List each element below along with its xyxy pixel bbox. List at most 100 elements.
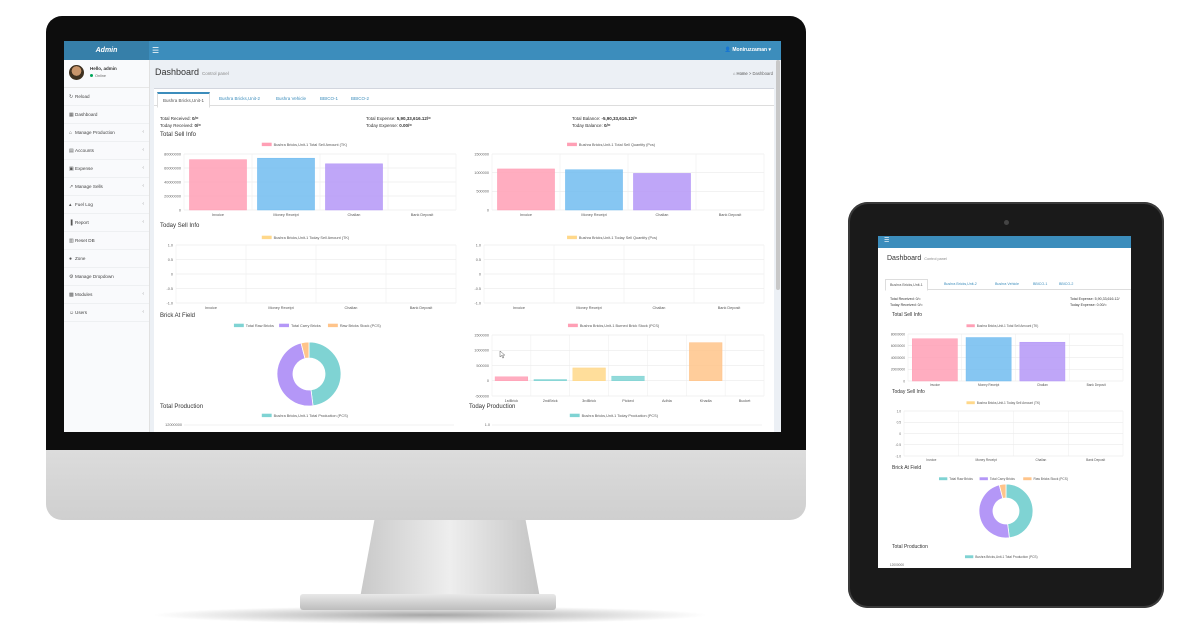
- chevron-left-icon: ‹: [142, 309, 144, 315]
- legend-swatch: [327, 323, 338, 328]
- x-tick-label: Invoice: [205, 306, 217, 310]
- tab-bbico-1[interactable]: BBICO-1: [320, 96, 339, 101]
- section-today-sell: Today Sell Info: [160, 223, 200, 229]
- gear-icon: ⚙: [69, 274, 74, 280]
- x-tick-label: Bank Deposit: [719, 213, 743, 217]
- y-tick-label: 1500000: [474, 333, 489, 337]
- tablet-stat-received: Total Received: 0/= Today Received: 0/=: [890, 297, 923, 307]
- x-tick-label: Bank Deposit: [718, 306, 742, 310]
- y-tick-label: 20000000: [164, 194, 181, 198]
- x-tick-label: Invoice: [520, 213, 532, 217]
- x-tick-label: 2ndBrick: [543, 399, 558, 403]
- money-icon: ▣: [69, 166, 74, 172]
- sidebar-item-label: Modules: [75, 292, 93, 297]
- y-tick-label: -0.5: [474, 287, 481, 291]
- section-total-production: Total Production: [160, 404, 204, 410]
- y-tick-label: 500000: [476, 190, 489, 194]
- y-tick-label: 60000000: [164, 166, 181, 170]
- sidebar-item-manage-production[interactable]: ⌂ Manage Production ‹: [64, 124, 149, 142]
- bar: [257, 157, 315, 211]
- sidebar-item-manage-dropdown[interactable]: ⚙ Manage Dropdown: [64, 268, 149, 286]
- sidebar-toggle-icon[interactable]: ☰: [152, 46, 160, 55]
- legend-swatch: [261, 235, 272, 240]
- y-tick-label: 1500000: [474, 152, 489, 156]
- tablet-tab-unit-2[interactable]: Bushra Bricks,Unit-2: [944, 282, 977, 286]
- sidebar-item-label: Expense: [75, 166, 93, 171]
- database-icon: ▥: [69, 238, 74, 244]
- tablet-tab-bbico-1[interactable]: BBICO-1: [1033, 282, 1048, 286]
- sidebar-item-dashboard[interactable]: ▦Dashboard: [64, 106, 149, 124]
- x-tick-label: Invoice: [926, 458, 936, 462]
- tablet-camera: [1004, 220, 1009, 225]
- x-tick-label: 1stBrick: [505, 399, 519, 403]
- tab-unit-1[interactable]: Bushra Bricks,Unit-1: [157, 92, 211, 108]
- stat-balance: Total Balance: -5,90,33,616.12/= Today B…: [572, 116, 637, 128]
- legend-swatch: [261, 142, 272, 147]
- sidebar-item-fuel-log[interactable]: ▴ Fuel Log ‹: [64, 196, 149, 214]
- legend-label: Bushra Bricks,Unit-1 Total Sell Amount (…: [274, 143, 348, 147]
- y-tick-label: 0: [903, 379, 905, 383]
- sidebar-item-label: Fuel Log: [75, 202, 93, 207]
- breadcrumb-home[interactable]: Home: [736, 71, 748, 76]
- legend-label: Bushra Bricks,Unit-1 Today Production (P…: [582, 414, 659, 418]
- bar: [189, 159, 247, 211]
- sidebar-item-accounts[interactable]: ▤Accounts ‹: [64, 142, 149, 160]
- app-logo[interactable]: Admin: [64, 41, 149, 60]
- legend-swatch: [567, 235, 577, 240]
- pie-slice: [300, 341, 310, 359]
- x-tick-label: Bank Deposit: [1087, 383, 1106, 387]
- book-icon: ▤: [69, 148, 74, 154]
- legend-label: Total Carry Bricks: [990, 477, 1015, 481]
- bar: [633, 173, 691, 211]
- user-menu[interactable]: 👤 Moniruzzaman ▾: [724, 47, 771, 53]
- tab-bbico-2[interactable]: BBICO-2: [351, 96, 370, 101]
- x-tick-label: Challan: [1037, 383, 1048, 387]
- bar-chart-icon: ▐: [69, 220, 73, 226]
- sidebar-item-zone[interactable]: ● Zone: [64, 250, 149, 268]
- bar: [572, 367, 606, 381]
- sidebar-item-label: Accounts: [75, 148, 94, 153]
- legend-label: Bushra Bricks,Unit-1 Total Sell Quantity…: [579, 143, 656, 147]
- legend-swatch: [979, 477, 988, 481]
- sidebar-item-label: Reset DB: [75, 238, 95, 243]
- bar: [611, 375, 645, 381]
- page-scrollbar[interactable]: [776, 60, 780, 290]
- legend-swatch: [567, 323, 578, 328]
- sidebar-item-modules[interactable]: ▩Modules ‹: [64, 286, 149, 304]
- sidebar-item-label: Manage Dropdown: [75, 274, 114, 279]
- sidebar-item-manage-sells[interactable]: ↗ Manage Sells ‹: [64, 178, 149, 196]
- tablet-tab-unit-1[interactable]: Bushra Bricks,Unit-1: [885, 279, 928, 291]
- sidebar-item-expense[interactable]: ▣Expense ‹: [64, 160, 149, 178]
- section-today-production: Today Production: [469, 404, 516, 410]
- tablet-page-title: Dashboard Control panel: [887, 255, 947, 262]
- tablet-menu-icon[interactable]: ☰: [884, 238, 890, 244]
- chevron-left-icon: ‹: [142, 201, 144, 207]
- chart-today-sell-amount: Bushra Bricks,Unit-1 Today Sell Amount (…: [166, 235, 457, 310]
- breadcrumb-current: Dashboard: [752, 71, 774, 76]
- sidebar-item-users[interactable]: ☺Users ‹: [64, 304, 149, 322]
- tablet-section-total-sell: Total Sell Info: [892, 312, 923, 318]
- chevron-left-icon: ‹: [142, 291, 144, 297]
- tablet-tab-bbico-2[interactable]: BBICO-2: [1059, 282, 1074, 286]
- legend-label: Bushra Bricks,Unit-1 Today Sell Amount (…: [274, 236, 350, 240]
- sidebar-item-report[interactable]: ▐ Report ‹: [64, 214, 149, 232]
- tab-vehicle[interactable]: Bushra Vehicle: [276, 96, 307, 101]
- stat-expense: Total Expense: 5,90,33,616.12/= Today Ex…: [366, 116, 431, 128]
- tab-unit-2[interactable]: Bushra Bricks,Unit-2: [219, 96, 261, 101]
- x-tick-label: Money Receipt: [273, 213, 299, 217]
- page-subtitle: Control panel: [202, 71, 229, 76]
- x-tick-label: Invoice: [212, 213, 224, 217]
- avatar: [69, 65, 84, 80]
- y-tick-label: 1.0: [485, 423, 490, 427]
- factory-icon: ⌂: [69, 130, 73, 136]
- sidebar-item-label: Users: [75, 310, 87, 315]
- legend-label: Bushra Bricks,Unit-1 Burned Brick Stock …: [580, 324, 660, 328]
- top-navbar: Admin ☰ 👤 Moniruzzaman ▾: [64, 41, 781, 60]
- desktop-screen: Admin ☰ 👤 Moniruzzaman ▾ Hello, admin On…: [64, 41, 781, 432]
- sidebar-item-reload[interactable]: ↻ Reload: [64, 88, 149, 106]
- legend-label: Bushra Bricks,Unit-1 Total Sell Amount (…: [977, 324, 1039, 328]
- x-tick-label: Challan: [656, 213, 669, 217]
- tablet-tab-vehicle[interactable]: Bushra Vehicle: [995, 282, 1019, 286]
- sidebar-item-reset-db[interactable]: ▥Reset DB: [64, 232, 149, 250]
- bar: [494, 376, 528, 381]
